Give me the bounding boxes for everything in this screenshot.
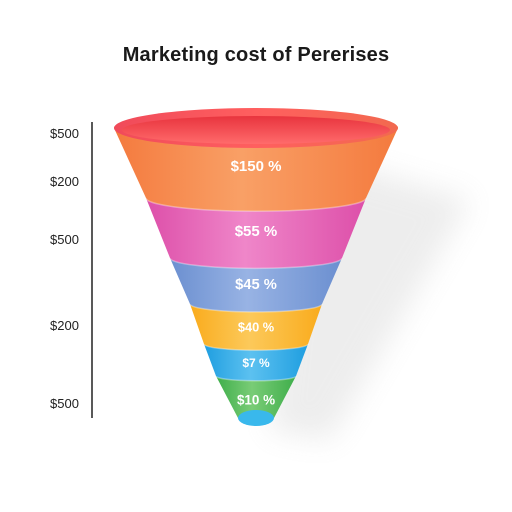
funnel-segment-label-6: $10 % <box>237 393 275 408</box>
funnel-segment-edge-1 <box>145 197 367 212</box>
funnel-segment-edge-2 <box>169 257 343 270</box>
funnel-segment-label-3: $45 % <box>235 277 277 293</box>
funnel-rim-inner <box>122 116 390 144</box>
funnel-segment-label-5: $7 % <box>242 356 270 370</box>
y-axis-ticks: $500 $200 $500 $200 $500 <box>50 126 79 411</box>
y-tick-label-5: $500 <box>50 396 79 411</box>
y-tick-label-3: $500 <box>50 232 79 247</box>
funnel-segment-label-4: $40 % <box>238 319 275 334</box>
y-tick-label-4: $200 <box>50 318 79 333</box>
y-tick-label-2: $200 <box>50 174 79 189</box>
funnel-segment-labels: $10 % $7 % $40 % $45 % $55 % $150 % <box>231 158 282 408</box>
funnel-rim <box>114 108 398 148</box>
funnel-tip <box>238 410 274 426</box>
funnel-segment-edge-5 <box>215 375 297 382</box>
funnel-segment-6 <box>216 371 296 422</box>
chart-title: Marketing cost of Pererises <box>122 44 390 66</box>
funnel-segment-edge-3 <box>189 303 323 313</box>
y-tick-label-1: $500 <box>50 126 79 141</box>
funnel-segment-edge-4 <box>203 343 309 351</box>
funnel-segment-label-2: $55 % <box>235 223 278 240</box>
funnel-segment-label-1: $150 % <box>231 158 282 175</box>
